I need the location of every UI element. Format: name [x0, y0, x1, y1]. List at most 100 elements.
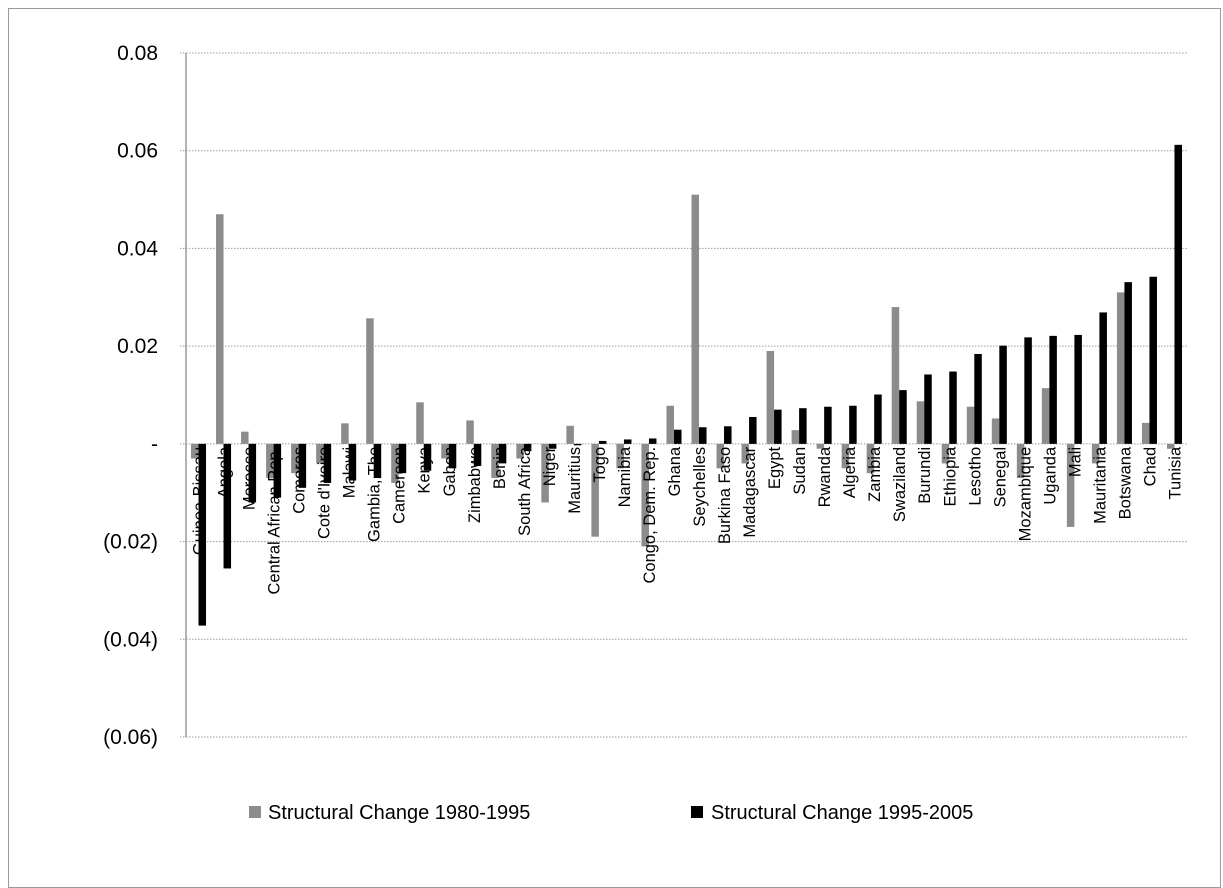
category-label: Congo, Dem. Rep.	[641, 447, 659, 584]
bar-series-1	[1016, 443, 1025, 479]
bar-series-1	[1141, 422, 1150, 444]
bar-series-2	[1074, 334, 1082, 444]
category-label: Egypt	[766, 446, 784, 489]
bar-series-1	[966, 406, 975, 444]
bar-series-2	[423, 443, 432, 471]
bar-series-1	[541, 443, 549, 503]
category-label: Mali	[1066, 447, 1084, 477]
y-tick-label: (0.04)	[103, 628, 158, 651]
category-label: Comoros	[291, 447, 309, 514]
category-label: Rwanda	[816, 446, 834, 507]
category-label: Madagascar	[741, 446, 759, 537]
category-label: Swaziland	[891, 447, 909, 522]
bar-series-1	[616, 443, 624, 469]
category-label: Togo	[591, 447, 609, 483]
gridlines	[180, 52, 1187, 738]
bar-series-1	[366, 318, 374, 444]
category-label: Algeria	[841, 446, 859, 498]
legend-label-series-2: Structural Change 1995-2005	[711, 802, 973, 824]
y-tick-label: -	[151, 433, 158, 456]
bar-series-2	[999, 345, 1007, 444]
bar-series-2	[1174, 144, 1182, 444]
category-label: Sudan	[791, 447, 809, 495]
bar-series-2	[348, 443, 357, 481]
bar-series-1	[566, 425, 574, 444]
bar-series-2	[1149, 276, 1157, 444]
category-label: Gambia, The	[366, 447, 384, 542]
bar-series-1	[241, 431, 249, 444]
category-label: Uganda	[1041, 446, 1059, 505]
y-tick-label: (0.02)	[103, 531, 158, 554]
category-label: Guinea-Bissau	[191, 447, 209, 555]
category-label: Benin	[491, 447, 509, 489]
bar-series-1	[441, 443, 449, 459]
bar-series-1	[516, 443, 524, 459]
bar-series-2	[498, 443, 507, 464]
category-label: Angola	[216, 446, 234, 498]
category-label: Burundi	[916, 447, 934, 504]
bar-series-2	[273, 443, 282, 498]
category-label: Kenya	[416, 446, 434, 494]
bar-series-2	[749, 416, 757, 444]
category-label: South Africa	[516, 446, 534, 536]
bar-series-1	[716, 443, 725, 469]
category-label: Seychelles	[691, 447, 709, 527]
bar-series-2	[298, 443, 307, 488]
bar-chart: 0.08 0.06 0.04 0.02 - (0.02) (0.04) (0.06) Guin…	[103, 42, 1187, 824]
category-label: Gabon	[441, 447, 459, 497]
bar-series-1	[941, 443, 950, 464]
bar-series-1	[666, 405, 674, 444]
bar-series-1	[266, 443, 274, 479]
category-label: Tunisia	[1166, 446, 1184, 499]
category-label: Mauritius	[566, 447, 584, 514]
legend: Structural Change 1980-1995 Structural C…	[249, 802, 973, 824]
bar-series-1	[216, 214, 224, 444]
category-labels: Guinea-Bissau Angola Morocco Central Africa…	[191, 446, 1185, 594]
bar-series-2	[398, 443, 407, 474]
bar-series-1	[466, 420, 474, 444]
bar-series-1	[1166, 443, 1175, 449]
category-label: Cameroon	[391, 447, 409, 524]
bar-series-2	[799, 408, 807, 444]
bar-series-1	[591, 443, 599, 537]
bar-series-2	[198, 443, 207, 626]
bar-series-2	[473, 443, 482, 466]
category-label: Central African Rep.	[266, 447, 284, 595]
bar-series-2	[598, 440, 607, 444]
category-label: Morocco	[241, 447, 259, 510]
bar-series-2	[223, 443, 232, 569]
bar-series-2	[924, 374, 932, 444]
category-label: Mauritania	[1091, 446, 1109, 524]
bar-series-1	[866, 443, 875, 474]
bar-series-1	[916, 401, 925, 444]
category-label: Burkina Faso	[716, 447, 734, 544]
legend-swatch-series-1	[249, 806, 261, 818]
bar-series-1	[391, 443, 399, 483]
chart-frame: 0.08 0.06 0.04 0.02 - (0.02) (0.04) (0.06) Guin…	[8, 8, 1221, 888]
bar-series-2	[448, 443, 457, 469]
bar-series-2	[1024, 337, 1032, 444]
category-label: Mozambique	[1016, 447, 1034, 541]
y-tick-label: (0.06)	[103, 726, 158, 749]
bar-series-2	[248, 443, 257, 503]
category-label: Namibia	[616, 446, 634, 507]
bar-series-1	[1116, 292, 1125, 444]
bar-series-1	[891, 307, 900, 444]
bar-series-1	[766, 351, 775, 444]
bar-series-2	[874, 394, 882, 444]
bar-series-1	[741, 443, 750, 464]
category-label: Zimbabwe	[466, 447, 484, 523]
y-tick-label: 0.02	[117, 335, 158, 358]
bar-series-1	[791, 430, 800, 444]
bar-series-1	[991, 418, 1000, 444]
bar-series-2	[548, 443, 557, 449]
bar-series-2	[623, 439, 632, 444]
bar-series-2	[724, 426, 732, 444]
category-label: Chad	[1141, 447, 1159, 486]
bar-series-2	[1124, 282, 1132, 444]
bar-series-1	[341, 423, 349, 444]
category-label: Malawi	[341, 447, 359, 498]
bar-series-2	[949, 371, 957, 444]
y-tick-label: 0.08	[117, 42, 158, 65]
category-label: Senegal	[991, 447, 1009, 508]
